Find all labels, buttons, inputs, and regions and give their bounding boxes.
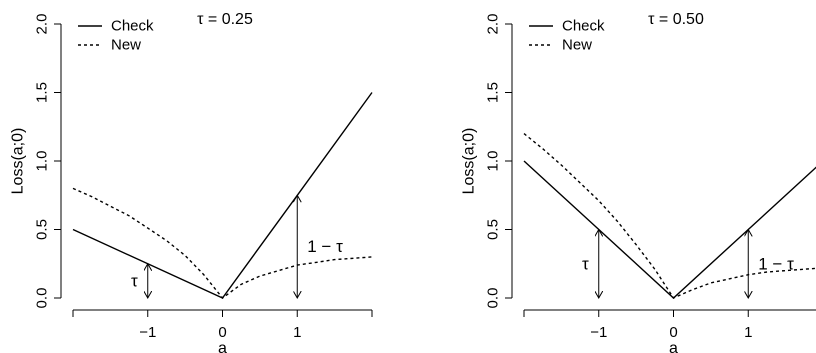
annotation-label: 1 − τ [307,237,343,256]
tau-title: τ = 0.25 [197,11,253,28]
left-panel-loss-plot: −1 0 1 a 0.0 0.5 1.0 1.5 2.0 Loss(a;0) τ 1 − τ τ = 0… [10,11,373,353]
y-tick-label: 1.5 [34,82,51,103]
tau-title: τ = 0.50 [648,11,704,28]
y-tick-label: 0.5 [485,219,502,240]
y-tick-label: 0.0 [485,288,502,309]
x-axis-label: a [218,340,227,353]
series-line-new [72,187,373,299]
x-tick-label: 0 [669,324,677,341]
series-line-new [523,133,816,299]
series-line-check [72,92,373,299]
y-tick-label: 2.0 [485,14,502,35]
x-tick-label: −1 [590,324,607,341]
x-tick-label: 1 [744,324,752,341]
annotation-label: τ [582,254,589,273]
legend-label: Check [562,18,605,35]
x-tick-label: 1 [293,324,301,341]
legend-label: New [562,37,592,54]
y-axis-label: Loss(a;0) [10,128,27,195]
y-tick-label: 0.0 [34,288,51,309]
y-tick-label: 1.0 [34,151,51,172]
annotation-label: τ [131,271,138,290]
x-axis-label: a [669,340,678,353]
y-tick-label: 1.0 [485,151,502,172]
annotation-label: 1 − τ [758,254,794,273]
legend-label: New [111,37,141,54]
x-tick-label: 0 [218,324,226,341]
legend-label: Check [111,18,154,35]
right-panel-loss-plot: −1 0 1 a 0.0 0.5 1.0 1.5 2.0 Loss(a;0) τ 1 − τ τ = 0… [461,11,816,353]
y-axis-label: Loss(a;0) [461,128,478,195]
x-tick-label: −1 [139,324,156,341]
y-tick-label: 1.5 [485,82,502,103]
y-tick-label: 2.0 [34,14,51,35]
y-tick-label: 0.5 [34,219,51,240]
series-line-check [523,160,816,299]
